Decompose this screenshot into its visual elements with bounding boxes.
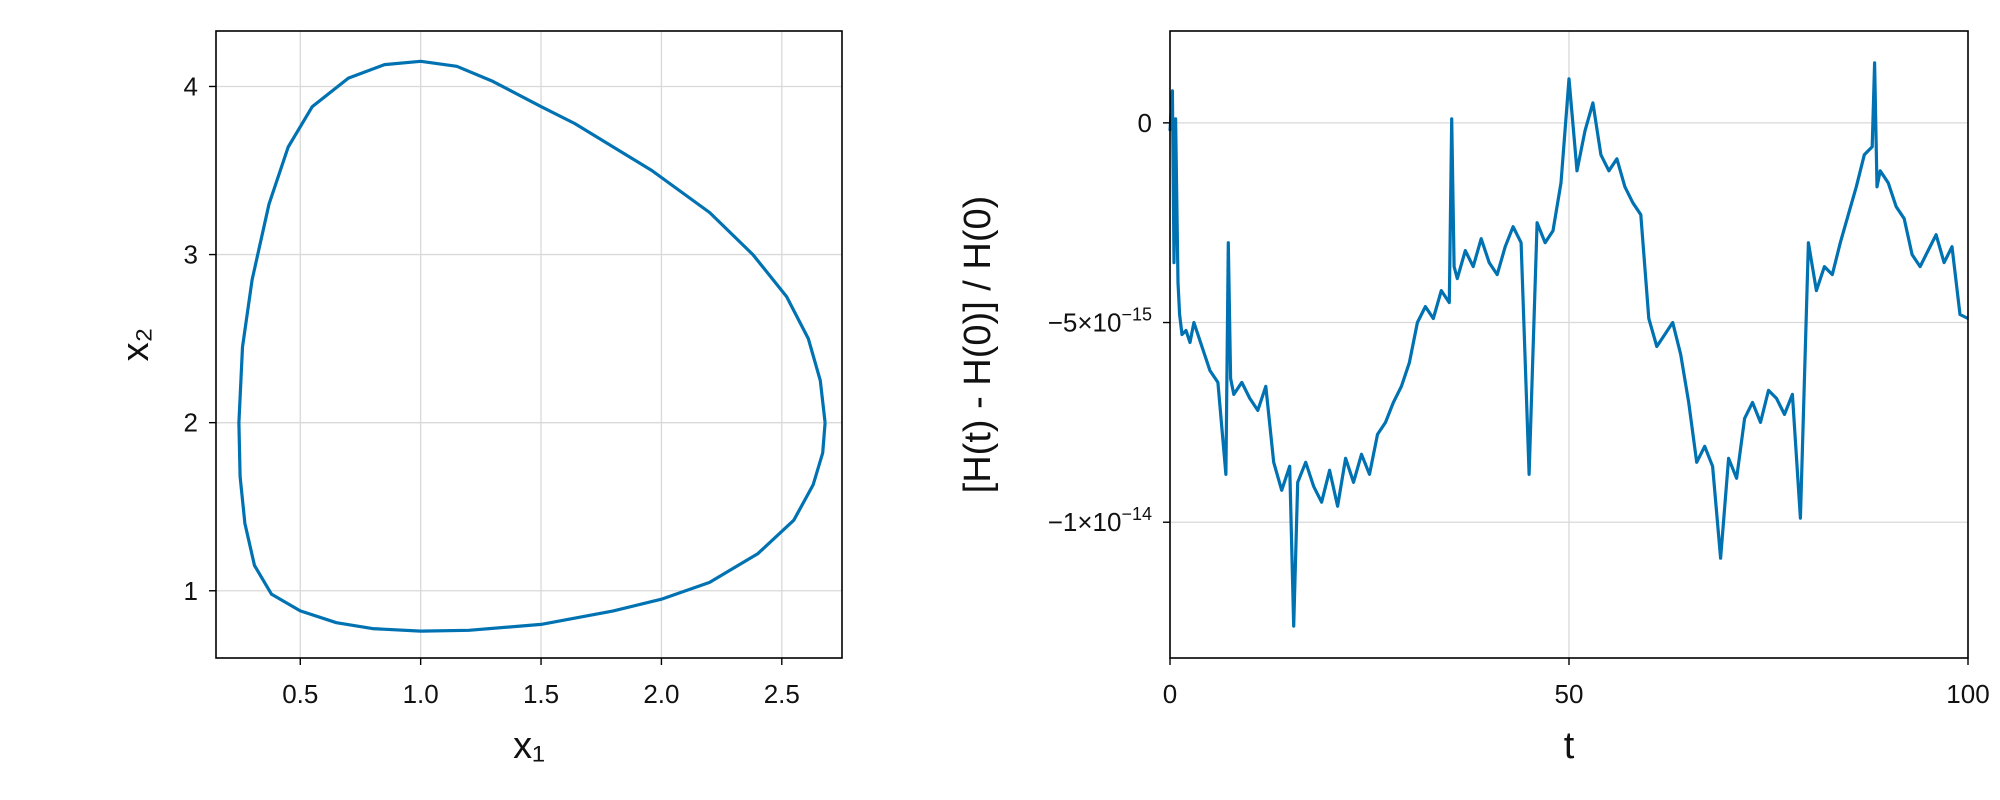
plot-frame [215, 30, 843, 659]
x-tick-label: 100 [1946, 679, 1989, 709]
y-axis-label: x₂ [115, 328, 157, 362]
x-tick-label: 0.5 [282, 679, 318, 709]
series-line [237, 59, 827, 633]
y-tick-label: −5×10−15 [1048, 305, 1152, 338]
x-tick-label: 1.5 [523, 679, 559, 709]
phase-portrait-panel: 0.5 1.0 1.5 2.0 2.5 1 2 3 4 x₁ x₂ [115, 30, 843, 767]
y-tick-label: 2 [184, 408, 198, 438]
y-tick-label: 3 [184, 240, 198, 270]
series-line [1168, 61, 1969, 628]
energy-error-panel: 0 50 100 0 −5×10−15 −1×10−14 t [H(t) - H(0)] / … [957, 30, 1990, 767]
y-axis-label: [H(t) - H(0)] / H(0) [957, 196, 999, 494]
x-tick-label: 0 [1163, 679, 1177, 709]
x-tick-label: 1.0 [403, 679, 439, 709]
y-tick-label: 1 [184, 576, 198, 606]
x-tick-label: 50 [1555, 679, 1584, 709]
y-tick-label: −1×10−14 [1048, 504, 1152, 537]
x-axis-label: t [1564, 725, 1575, 767]
x-tick-label: 2.5 [764, 679, 800, 709]
y-tick-label: 0 [1138, 108, 1152, 138]
x-tick-label: 2.0 [643, 679, 679, 709]
y-tick-label: 4 [184, 71, 198, 101]
x-axis-label: x₁ [513, 725, 545, 767]
